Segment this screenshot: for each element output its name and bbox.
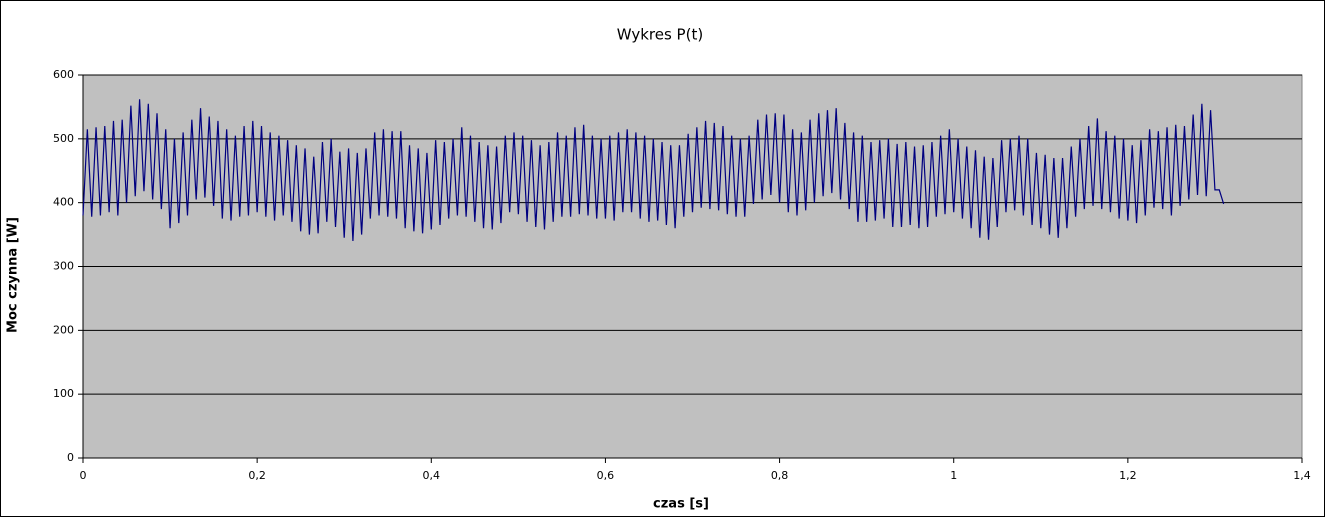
x-tick-label: 0 [80,469,87,482]
x-tick-label: 0,6 [597,469,615,482]
x-tick-label: 1 [950,469,957,482]
y-tick-label: 0 [67,451,74,464]
y-axis-title: Moc czynna [W] [6,217,21,333]
x-tick-label: 0,8 [771,469,789,482]
x-tick-label: 1,4 [1293,469,1311,482]
y-tick-label: 200 [53,323,74,336]
x-axis-title: czas [s] [653,497,709,512]
y-tick-label: 600 [53,68,74,81]
x-tick-label: 1,2 [1119,469,1137,482]
chart-title: Wykres P(t) [617,26,703,44]
y-tick-label: 100 [53,387,74,400]
data-line [82,99,1225,241]
y-tick-label: 300 [53,260,74,273]
y-tick-label: 400 [53,196,74,209]
y-tick-label: 500 [53,132,74,145]
x-tick-label: 0,4 [423,469,441,482]
x-tick-label: 0,2 [248,469,266,482]
